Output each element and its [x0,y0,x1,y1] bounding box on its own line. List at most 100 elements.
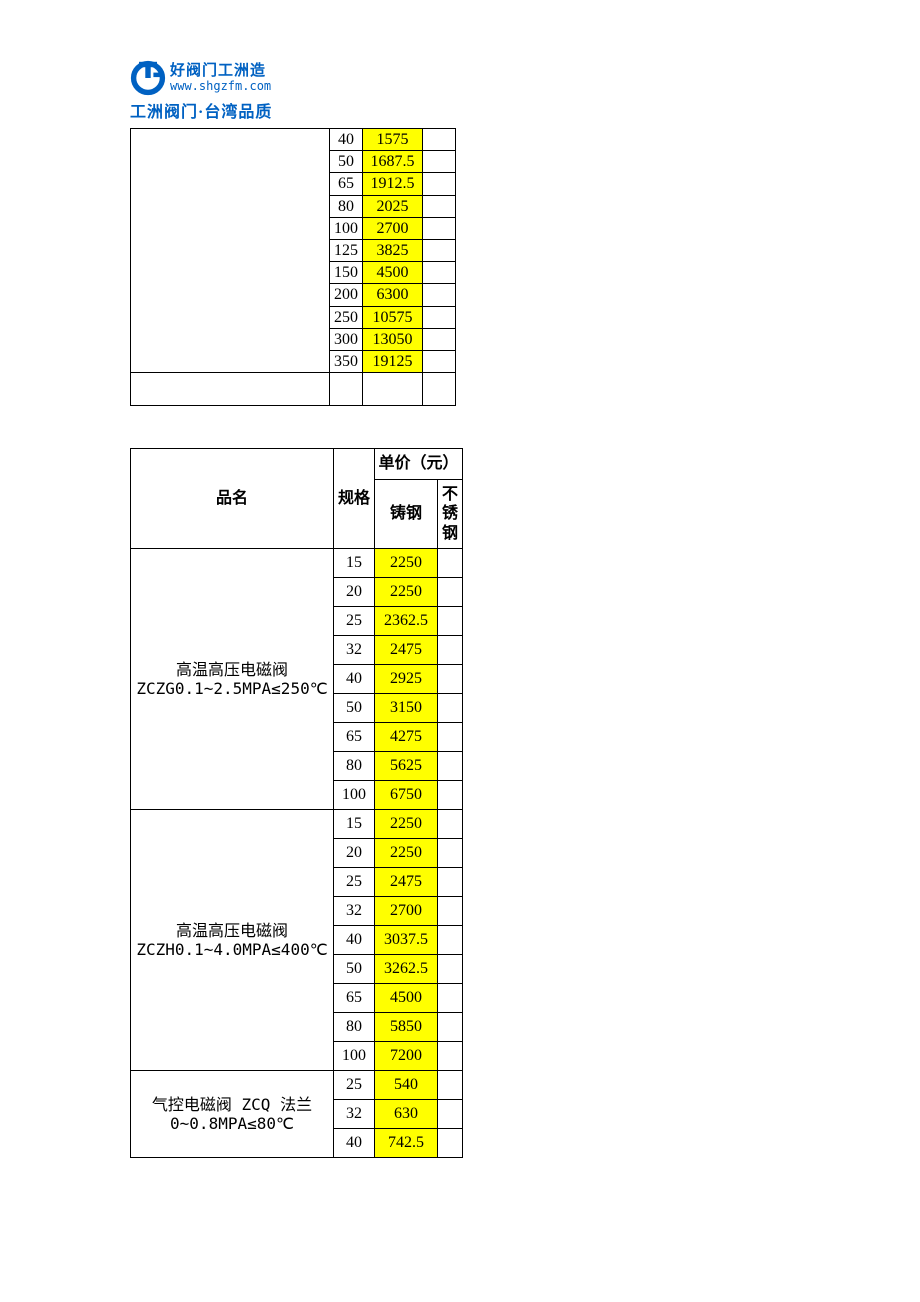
price-cast-cell: 19125 [363,350,423,372]
col-header-cast-steel: 铸钢 [375,480,438,549]
product-name-cell: 高温高压电磁阀 ZCZH0.1~4.0MPA≤400℃ [131,810,334,1071]
product-name-cell: 高温高压电磁阀 ZCZG0.1~2.5MPA≤250℃ [131,549,334,810]
price-ss-cell [423,195,456,217]
spec-cell: 100 [334,781,375,810]
price-ss-cell [438,839,463,868]
price-cast-cell: 2475 [375,636,438,665]
price-ss-cell [423,239,456,261]
spec-cell: 25 [334,868,375,897]
price-cast-cell: 3825 [363,239,423,261]
spec-cell: 65 [334,723,375,752]
price-ss-cell [438,868,463,897]
price-cast-cell: 13050 [363,328,423,350]
price-cast-cell: 1687.5 [363,151,423,173]
price-ss-cell [438,723,463,752]
price-cast-cell: 1575 [363,129,423,151]
col-header-name: 品名 [131,449,334,549]
price-ss-cell [438,607,463,636]
price-ss-cell [423,306,456,328]
price-ss-cell [438,665,463,694]
spec-cell: 125 [330,239,363,261]
price-ss-cell [438,810,463,839]
price-ss-cell [423,350,456,372]
price-ss-cell [438,636,463,665]
empty-cell [363,373,423,406]
table-row: 高温高压电磁阀 ZCZH0.1~4.0MPA≤400℃152250 [131,810,463,839]
spec-cell: 32 [334,897,375,926]
table-row: 气控电磁阀 ZCQ 法兰 0~0.8MPA≤80℃25540 [131,1071,463,1100]
price-cast-cell: 5850 [375,1013,438,1042]
price-ss-cell [438,984,463,1013]
price-cast-cell: 2925 [375,665,438,694]
price-ss-cell [438,752,463,781]
price-cast-cell: 10575 [363,306,423,328]
spec-cell: 250 [330,306,363,328]
brand-subline: 工洲阀门·台湾品质 [130,98,272,122]
price-cast-cell: 2362.5 [375,607,438,636]
price-cast-cell: 3150 [375,694,438,723]
price-cast-cell: 2700 [363,217,423,239]
product-name-cell: 气控电磁阀 ZCQ 法兰 0~0.8MPA≤80℃ [131,1071,334,1158]
spec-cell: 50 [334,694,375,723]
brand-url: www.shgzfm.com [170,80,271,93]
spec-cell: 40 [334,665,375,694]
price-cast-cell: 742.5 [375,1129,438,1158]
spec-cell: 65 [330,173,363,195]
price-ss-cell [438,1071,463,1100]
spec-cell: 25 [334,1071,375,1100]
price-table-continuation: 401575501687.5651912.5802025100270012538… [130,128,456,406]
price-ss-cell [438,1013,463,1042]
price-ss-cell [423,173,456,195]
price-cast-cell: 6750 [375,781,438,810]
col-header-spec: 规格 [334,449,375,549]
price-cast-cell: 4500 [375,984,438,1013]
spec-cell: 350 [330,350,363,372]
brand-logo-block: 好阀门工洲造 www.shgzfm.com 工洲阀门·台湾品质 [130,60,272,122]
spec-cell: 32 [334,636,375,665]
spec-cell: 50 [330,151,363,173]
price-ss-cell [438,1042,463,1071]
price-ss-cell [438,1100,463,1129]
price-cast-cell: 3262.5 [375,955,438,984]
price-ss-cell [438,897,463,926]
price-ss-cell [438,1129,463,1158]
spec-cell: 200 [330,284,363,306]
price-cast-cell: 2250 [375,578,438,607]
brand-logo-icon [130,60,166,96]
price-cast-cell: 630 [375,1100,438,1129]
spec-cell: 32 [334,1100,375,1129]
spec-cell: 40 [330,129,363,151]
empty-cell [131,373,330,406]
spec-cell: 40 [334,1129,375,1158]
spec-cell: 80 [330,195,363,217]
price-ss-cell [423,217,456,239]
brand-slogan: 好阀门工洲造 [170,63,271,80]
spec-cell: 100 [330,217,363,239]
price-ss-cell [423,262,456,284]
price-ss-cell [423,129,456,151]
spec-cell: 150 [330,262,363,284]
price-cast-cell: 2250 [375,810,438,839]
price-ss-cell [438,926,463,955]
spec-cell: 15 [334,810,375,839]
price-cast-cell: 540 [375,1071,438,1100]
spec-cell: 20 [334,839,375,868]
spec-cell: 50 [334,955,375,984]
empty-cell [330,373,363,406]
price-table-main: 品名 规格 单价（元） 铸钢 不锈钢 高温高压电磁阀 ZCZG0.1~2.5MP… [130,448,463,1158]
spec-cell: 20 [334,578,375,607]
spec-cell: 25 [334,607,375,636]
price-ss-cell [438,694,463,723]
price-cast-cell: 5625 [375,752,438,781]
col-header-stainless-steel: 不锈钢 [438,480,463,549]
price-cast-cell: 4275 [375,723,438,752]
price-cast-cell: 6300 [363,284,423,306]
price-ss-cell [423,151,456,173]
spec-cell: 100 [334,1042,375,1071]
table-row [131,373,456,406]
spec-cell: 65 [334,984,375,1013]
table-row: 高温高压电磁阀 ZCZG0.1~2.5MPA≤250℃152250 [131,549,463,578]
spec-cell: 40 [334,926,375,955]
price-cast-cell: 3037.5 [375,926,438,955]
empty-cell [423,373,456,406]
